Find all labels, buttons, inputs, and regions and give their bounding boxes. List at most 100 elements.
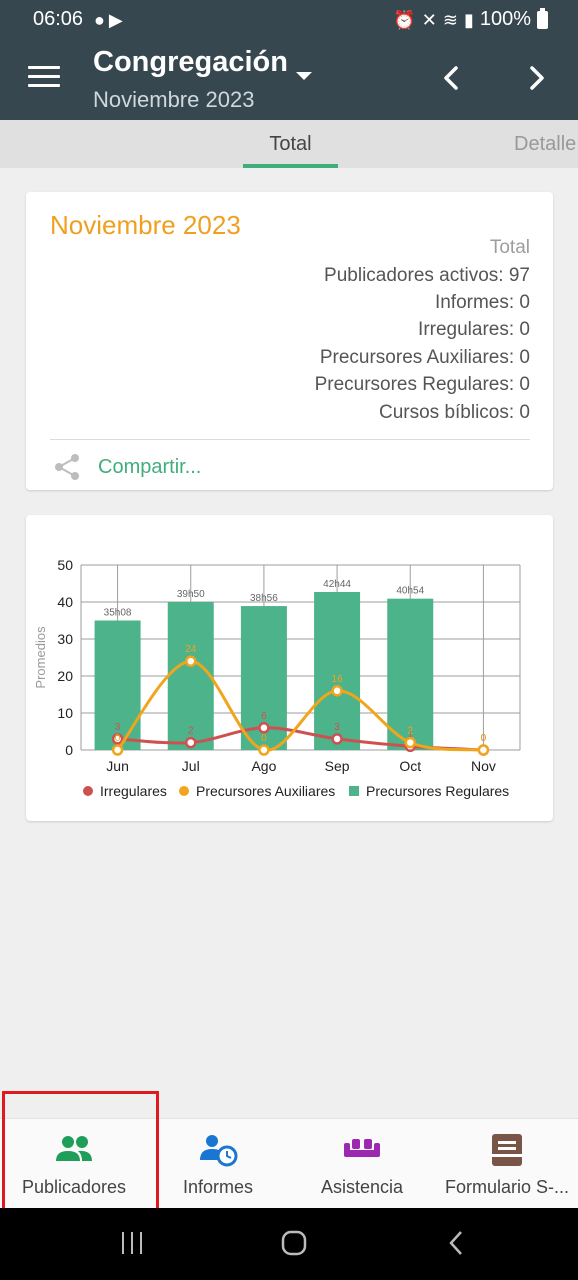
point-data-label: 0: [481, 733, 487, 744]
legend-swatch: [83, 786, 93, 796]
point-data-label: 3: [334, 722, 340, 733]
nav-informes[interactable]: Informes: [148, 1119, 288, 1209]
divider: [50, 439, 530, 440]
nav-asistencia[interactable]: Asistencia: [288, 1119, 436, 1209]
tab-bar: Total Detalle: [0, 120, 578, 168]
previous-month-button[interactable]: [436, 62, 468, 94]
tab-detalle[interactable]: Detalle: [514, 133, 577, 155]
share-label: Compartir...: [98, 455, 202, 478]
summary-month: Noviembre 2023: [50, 210, 241, 240]
person-clock-icon: [200, 1135, 238, 1167]
share-button[interactable]: Compartir...: [52, 450, 201, 484]
y-tick-label: 0: [65, 742, 73, 758]
next-month-button[interactable]: [520, 62, 552, 94]
nav-publicadores[interactable]: Publicadores: [0, 1119, 148, 1209]
point-data-label: 2: [407, 726, 413, 737]
app-bar: Congregación Noviembre 2023: [0, 38, 578, 120]
chart-bar: [387, 598, 434, 750]
youtube-icon: ▶: [108, 10, 123, 30]
point-data-label: 2: [188, 726, 194, 737]
stat-publicadores-activos: Publicadores activos: 97: [324, 265, 530, 286]
x-tick-label: Oct: [399, 758, 421, 774]
recents-icon: [122, 1232, 142, 1254]
chart-card: 0 10 20 30 40 50 Promedios 35h08 39h50 38h56 42h44…: [26, 515, 553, 821]
stat-precursores-regulares: Precursores Regulares: 0: [314, 374, 530, 395]
x-tick-label: Sep: [325, 758, 350, 774]
stat-informes: Informes: 0: [434, 292, 530, 313]
chevron-down-icon[interactable]: [296, 72, 312, 80]
share-icon: [55, 454, 79, 480]
chevron-right-icon: [530, 66, 544, 90]
page-subtitle: Noviembre 2023: [93, 87, 255, 112]
account-icon: ●: [94, 10, 105, 30]
wifi-icon: ≋: [442, 9, 458, 30]
point-data-label: 1: [407, 729, 413, 740]
point-data-label: 3: [115, 722, 121, 733]
summary-card: Noviembre 2023 Total Publicadores activo…: [26, 192, 553, 490]
nav-informes-label: Informes: [182, 1177, 254, 1197]
tab-total[interactable]: Total: [243, 120, 338, 168]
y-tick-label: 30: [57, 631, 73, 647]
selection-highlight: [2, 1091, 159, 1222]
legend-swatch: [349, 786, 359, 796]
point-data-label: 16: [332, 674, 344, 685]
signal-icon: ▮: [463, 9, 474, 30]
series-point: [258, 722, 270, 734]
bar-data-label: 40h54: [396, 586, 424, 597]
status-time: 06:06: [33, 8, 84, 30]
series-point: [404, 736, 416, 749]
series-point: [185, 736, 197, 749]
x-tick-label: Nov: [471, 758, 496, 774]
back-button[interactable]: [446, 1230, 466, 1261]
series-point: [331, 733, 343, 745]
chevron-left-icon: [444, 66, 458, 90]
point-data-label: 24: [185, 644, 197, 655]
chart-bar: [167, 602, 214, 750]
recent-apps-button[interactable]: [120, 1230, 144, 1261]
stat-irregulares: Irregulares: 0: [418, 319, 530, 340]
summary-header: Total: [489, 237, 530, 258]
legend-label: Precursores Regulares: [366, 783, 509, 799]
point-data-label: 0: [115, 733, 121, 744]
x-tick-label: Jul: [182, 758, 200, 774]
alarm-icon: ⏰: [393, 9, 416, 30]
nav-formulario[interactable]: Formulario S-...: [436, 1119, 578, 1209]
bar-data-label: 42h44: [323, 579, 351, 590]
series-point: [258, 744, 270, 756]
battery-percent: 100%: [479, 8, 531, 30]
series-point: [111, 733, 124, 745]
series-point: [185, 655, 197, 667]
seats-icon: [344, 1139, 380, 1157]
page-title[interactable]: Congregación: [93, 46, 288, 78]
status-bar: 06:06 ● ▶ ⏰ ✕ ≋ ▮ 100%: [0, 0, 578, 38]
point-data-label: 6: [261, 711, 267, 722]
back-icon: [449, 1231, 462, 1255]
battery-icon: [537, 7, 548, 29]
bar-data-label: 39h50: [177, 589, 205, 600]
series-point: [477, 744, 490, 756]
x-tick-label: Ago: [251, 758, 276, 774]
legend-label: Precursores Auxiliares: [196, 783, 335, 799]
menu-button[interactable]: [28, 66, 60, 92]
bar-data-label: 35h08: [104, 608, 132, 619]
point-data-label: 0: [481, 733, 487, 744]
stat-precursores-auxiliares: Precursores Auxiliares: 0: [319, 347, 530, 368]
series-line: [117, 726, 484, 752]
bar-data-label: 38h56: [250, 593, 278, 604]
y-tick-label: 20: [57, 668, 73, 684]
nav-publicadores-label: Publicadores: [21, 1177, 127, 1197]
bottom-navigation: Publicadores Informes Asistencia Formula…: [0, 1118, 578, 1208]
legend-swatch: [179, 786, 189, 796]
people-icon: [56, 1136, 92, 1161]
y-tick-label: 40: [57, 594, 73, 610]
legend-label: Irregulares: [100, 783, 167, 799]
y-tick-label: 10: [57, 705, 73, 721]
tab-indicator: [243, 164, 338, 168]
y-axis-label: Promedios: [33, 626, 48, 689]
point-data-label: 0: [261, 733, 267, 744]
system-navigation-bar: [0, 1208, 578, 1280]
nav-asistencia-label: Asistencia: [320, 1177, 404, 1197]
y-tick-label: 50: [57, 557, 73, 573]
home-button[interactable]: [281, 1230, 307, 1261]
